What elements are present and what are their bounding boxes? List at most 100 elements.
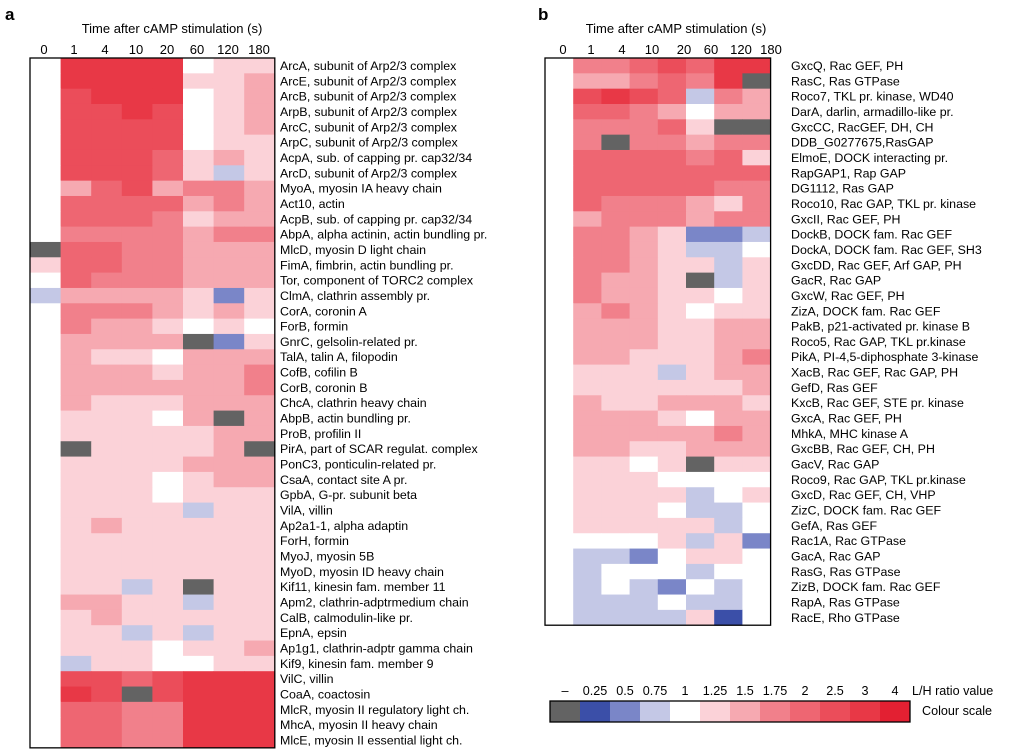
panel-b-cell-r26-c6	[714, 456, 743, 473]
panel-a-cell-r19-c1	[60, 349, 92, 365]
panel-b-row-label: ElmoE, DOCK interacting pr.	[791, 151, 948, 165]
panel-a-row-label: ArcD, subunit of Arp2/3 complex	[280, 166, 458, 180]
panel-b-cell-r1-c0	[545, 73, 574, 90]
panel-a-cell-r0-c2	[91, 58, 123, 74]
panel-b-cell-r32-c5	[686, 548, 715, 565]
panel-b-cell-r22-c1	[573, 395, 602, 411]
panel-b-cell-r24-c2	[601, 425, 630, 442]
panel-a-cell-r2-c3	[121, 88, 153, 105]
panel-a-cell-r14-c7	[244, 272, 276, 289]
panel-a-cell-r38-c5	[183, 640, 214, 657]
panel-b-cell-r19-c1	[573, 349, 602, 365]
panel-a-cell-r2-c0	[30, 88, 61, 105]
panel-b-cell-r4-c1	[573, 119, 602, 136]
panel-b-cell-r18-c2	[601, 333, 630, 350]
panel-a-cell-r22-c2	[91, 395, 123, 411]
panel-b-cell-r17-c0	[545, 318, 574, 335]
panel-b-cell-r11-c5	[686, 226, 715, 243]
panel-b-cell-r26-c2	[601, 456, 630, 473]
panel-b-cell-r26-c4	[657, 456, 687, 473]
panel-b-cell-r30-c1	[573, 517, 602, 534]
panel-a-cell-r18-c0	[30, 333, 61, 350]
panel-a-cell-r21-c2	[91, 379, 123, 396]
panel-b-column-ticks: 0 1 4 10 20 60 120 180	[559, 42, 781, 57]
panel-a-cell-r37-c1	[60, 625, 92, 641]
panel-b-cell-r3-c4	[657, 103, 687, 120]
panel-a-cell-r21-c3	[121, 379, 153, 396]
panel-b-cell-r6-c3	[629, 149, 659, 166]
panel-a-cell-r34-c3	[121, 579, 153, 595]
panel-b-cell-r33-c2	[601, 563, 630, 580]
panel-b-tick-1: 1	[587, 42, 594, 57]
panel-b-cell-r8-c3	[629, 180, 659, 197]
panel-b-cell-r7-c1	[573, 165, 602, 182]
panel-a-cell-r0-c4	[152, 58, 184, 74]
panel-a-row-label: ArpC, subunit of Arp2/3 complex	[280, 136, 458, 150]
panel-a-cell-r16-c5	[183, 303, 214, 320]
panel-a-cell-r15-c1	[60, 287, 92, 304]
panel-a-cell-r19-c4	[152, 349, 184, 365]
panel-a-row-label: MlcE, myosin II essential light ch.	[280, 733, 462, 747]
panel-a-row-label: Tor, component of TORC2 complex	[280, 274, 474, 288]
colour-scale-tick-0: –	[561, 684, 568, 698]
panel-a-cell-r16-c3	[121, 303, 153, 320]
panel-b-cell-r18-c0	[545, 333, 574, 350]
panel-a-cell-r32-c4	[152, 548, 184, 565]
panel-b-cell-r13-c0	[545, 257, 574, 274]
panel-b-cell-r28-c7	[742, 487, 771, 503]
panel-a-cell-r23-c0	[30, 410, 61, 427]
panel-a-cell-r8-c3	[121, 180, 153, 197]
panel-a-cell-r26-c1	[60, 456, 92, 473]
panel-b-cell-r16-c2	[601, 303, 630, 320]
panel-a-cell-r14-c0	[30, 272, 61, 289]
panel-b-cell-r27-c1	[573, 471, 602, 488]
panel-b-cell-r31-c4	[657, 533, 687, 549]
panel-a-cell-r11-c3	[121, 226, 153, 243]
panel-a-row-label: Ap1g1, clathrin-adptr gamma chain	[280, 642, 473, 656]
panel-a-cell-r28-c5	[183, 487, 214, 503]
panel-b-cell-r0-c5	[686, 58, 715, 74]
panel-b-cell-r12-c7	[742, 241, 771, 258]
panel-b-cell-r16-c5	[686, 303, 715, 320]
panel-b-cell-r31-c5	[686, 533, 715, 549]
panel-a-tick-10: 10	[129, 42, 143, 57]
panel-b-cell-r17-c1	[573, 318, 602, 335]
panel-a-cell-r1-c6	[213, 73, 245, 90]
panel-b-cell-r1-c4	[657, 73, 687, 90]
colour-scale-swatch-3	[640, 701, 671, 722]
panel-b-cell-r14-c2	[601, 272, 630, 289]
panel-b-cell-r24-c4	[657, 425, 687, 442]
panel-b-cell-r10-c1	[573, 211, 602, 228]
panel-a-cell-r37-c2	[91, 625, 123, 641]
panel-b-row-label: ZizA, DOCK fam. Rac GEF	[791, 304, 941, 318]
panel-b-tick-180: 180	[760, 42, 782, 57]
panel-b-cell-r15-c0	[545, 287, 574, 304]
panel-b-cell-r5-c7	[742, 134, 771, 151]
panel-a-cell-r37-c3	[121, 625, 153, 641]
panel-b-row-label: MhkA, MHC kinase A	[791, 427, 909, 441]
panel-b-cell-r20-c6	[714, 364, 743, 381]
panel-b-frame	[544, 57, 772, 626]
panel-a-cell-r25-c7	[244, 441, 276, 457]
panel-a-cell-r19-c7	[244, 349, 276, 365]
panel-b-cell-r11-c3	[629, 226, 659, 243]
panel-b-cell-r0-c2	[601, 58, 630, 74]
panel-a-cell-r5-c3	[121, 134, 153, 151]
panel-a-cell-r31-c1	[60, 533, 92, 549]
colour-scale-legend: – 0.25 0.5 0.75 1 1.25 1.5 1.75 2 2.5 3 4 L/H ratio…	[549, 684, 993, 723]
panel-a-cell-r7-c7	[244, 165, 276, 182]
panel-a-cell-r12-c0	[30, 241, 61, 258]
panel-b-cell-r23-c4	[657, 410, 687, 427]
colour-scale-tick-2: 0.5	[616, 684, 634, 698]
panel-a-cell-r0-c5	[183, 58, 214, 74]
panel-b-cell-r27-c7	[742, 471, 771, 488]
panel-b-tick-120: 120	[730, 42, 752, 57]
panel-a-cell-r20-c5	[183, 364, 214, 381]
panel-a-cell-r19-c0	[30, 349, 61, 365]
panel-b-cell-r6-c6	[714, 149, 743, 166]
panel-b-cell-r6-c5	[686, 149, 715, 166]
panel-a-row-label: CalB, calmodulin-like pr.	[280, 611, 413, 625]
panel-a-cell-r23-c7	[244, 410, 276, 427]
panel-a-cell-r35-c0	[30, 594, 61, 611]
panel-b-cell-r9-c3	[629, 195, 659, 212]
